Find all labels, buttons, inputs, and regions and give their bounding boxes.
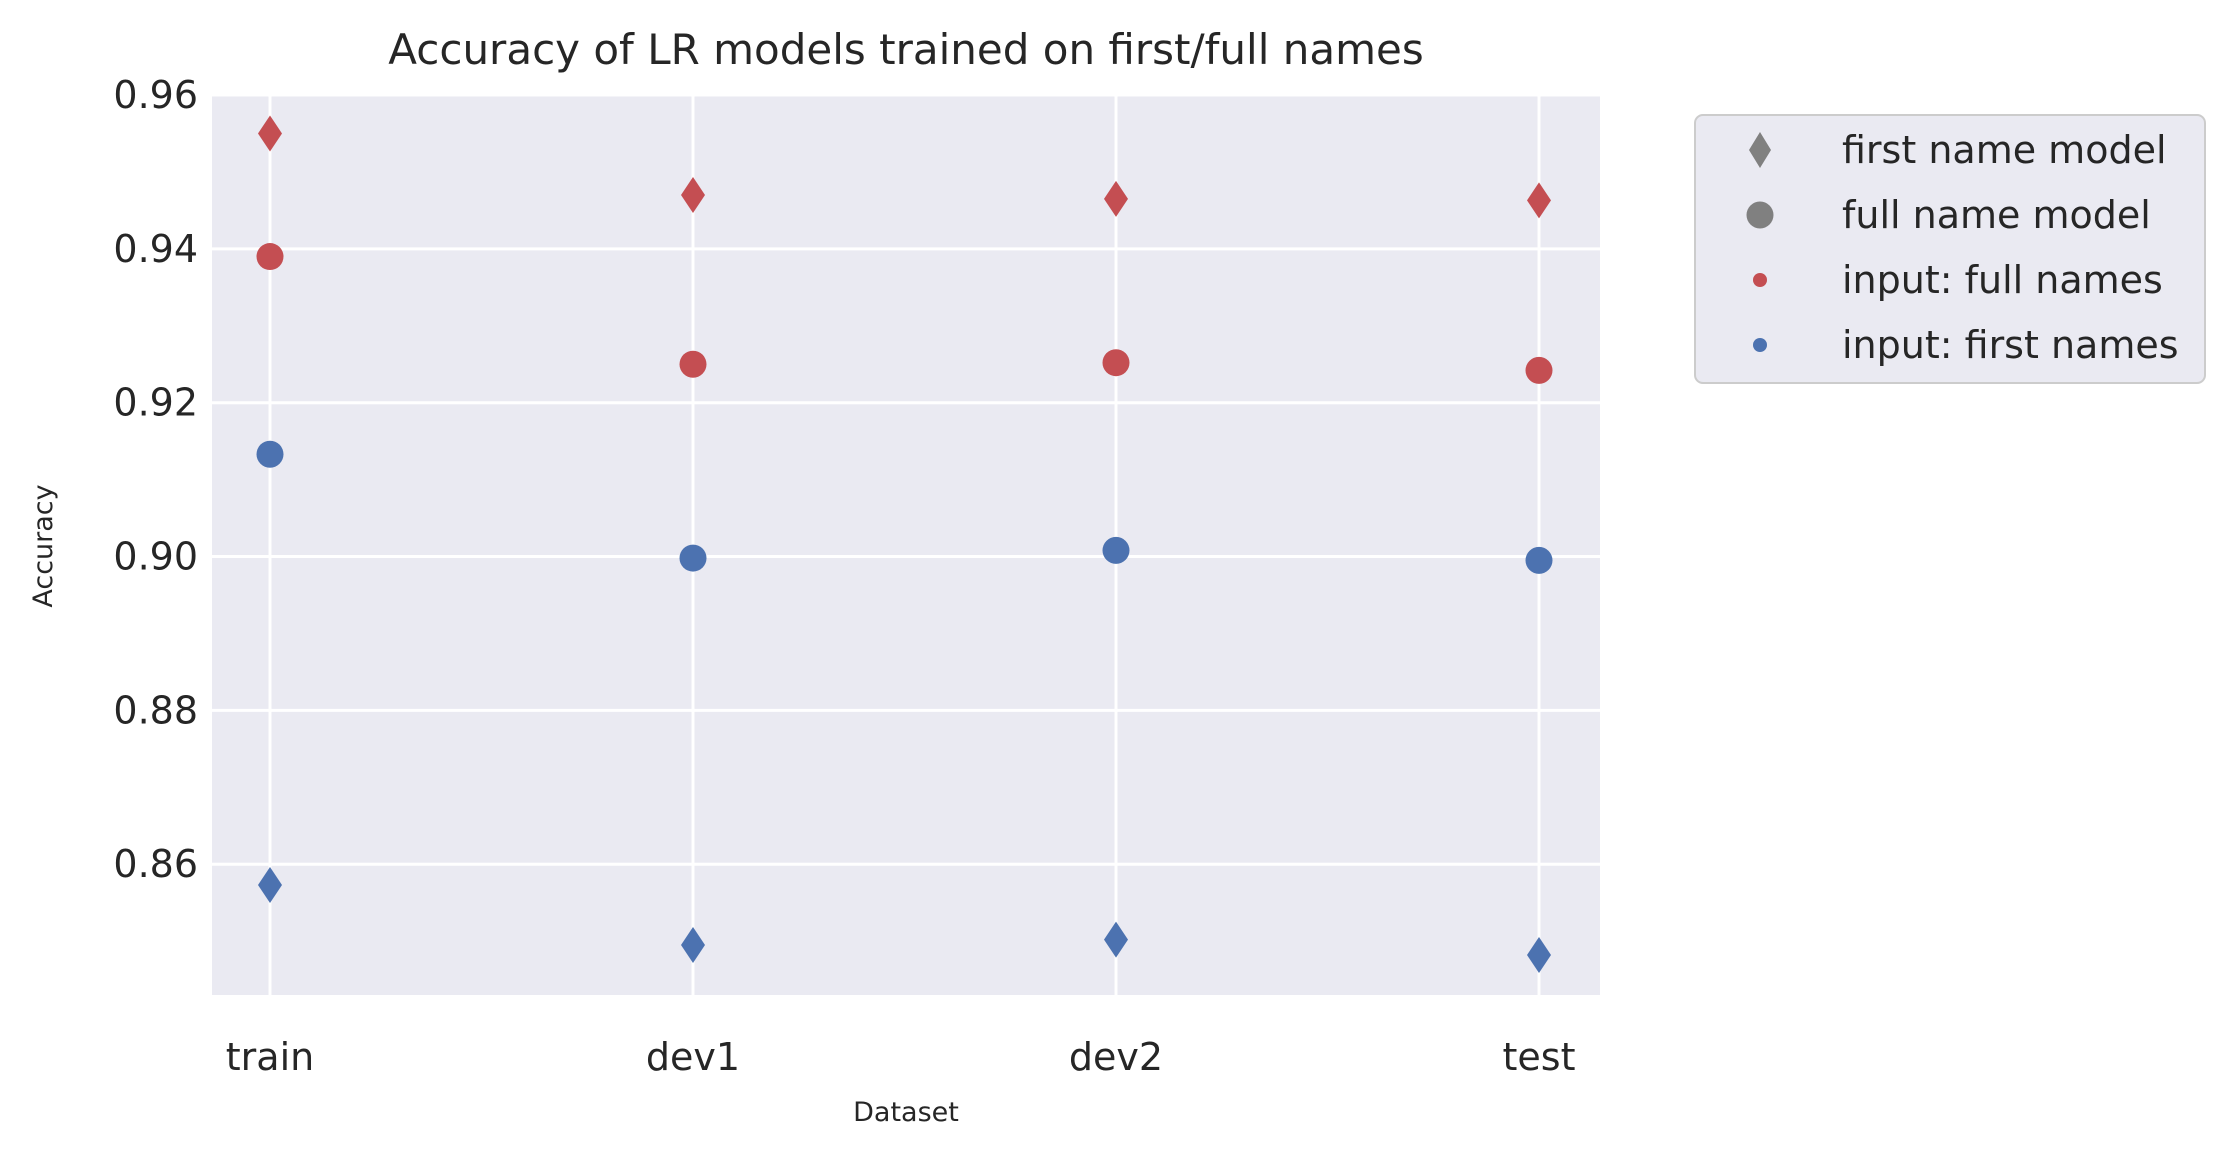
data-point-circle: [679, 544, 707, 572]
x-axis-label: Dataset: [853, 1097, 959, 1128]
legend-marker-circle: [1746, 201, 1774, 229]
legend-label: input: first names: [1842, 323, 2179, 367]
x-tick-label: dev1: [646, 1035, 740, 1079]
data-point-diamond: [1527, 937, 1551, 973]
legend-label: input: full names: [1842, 258, 2163, 302]
data-point-circle: [256, 440, 284, 468]
data-point-diamond: [258, 867, 282, 903]
data-point-circle: [1102, 536, 1130, 564]
data-point-circle: [1102, 349, 1130, 377]
data-point-diamond: [681, 927, 705, 963]
legend-marker-diamond: [1749, 132, 1771, 168]
data-point-diamond: [681, 177, 705, 213]
y-tick-label: 0.96: [113, 73, 198, 117]
data-point-diamond: [1527, 182, 1551, 219]
x-tick-label: test: [1503, 1035, 1576, 1079]
data-point-circle: [679, 350, 707, 378]
data-point-circle: [1525, 546, 1553, 574]
legend-box: [1694, 114, 2206, 384]
data-point-diamond: [1104, 180, 1128, 217]
y-tick-label: 0.90: [113, 535, 198, 579]
y-tick-label: 0.86: [113, 842, 198, 886]
y-tick-label: 0.92: [113, 381, 198, 425]
plot-area: [212, 95, 1600, 995]
x-tick-label: dev2: [1069, 1035, 1163, 1079]
y-tick-label: 0.88: [113, 688, 198, 732]
legend-label: first name model: [1842, 128, 2167, 172]
data-point-diamond: [1104, 921, 1128, 958]
data-point-circle: [256, 243, 284, 271]
x-tick-label: train: [226, 1035, 314, 1079]
chart-title: Accuracy of LR models trained on first/f…: [388, 25, 1423, 74]
y-axis-label: Accuracy: [28, 484, 59, 607]
data-point-circle: [1525, 356, 1553, 384]
legend-label: full name model: [1842, 193, 2151, 237]
legend-marker-dot: [1753, 338, 1767, 352]
data-point-diamond: [258, 115, 282, 152]
legend-marker-dot: [1753, 273, 1767, 287]
y-tick-label: 0.94: [113, 227, 198, 271]
